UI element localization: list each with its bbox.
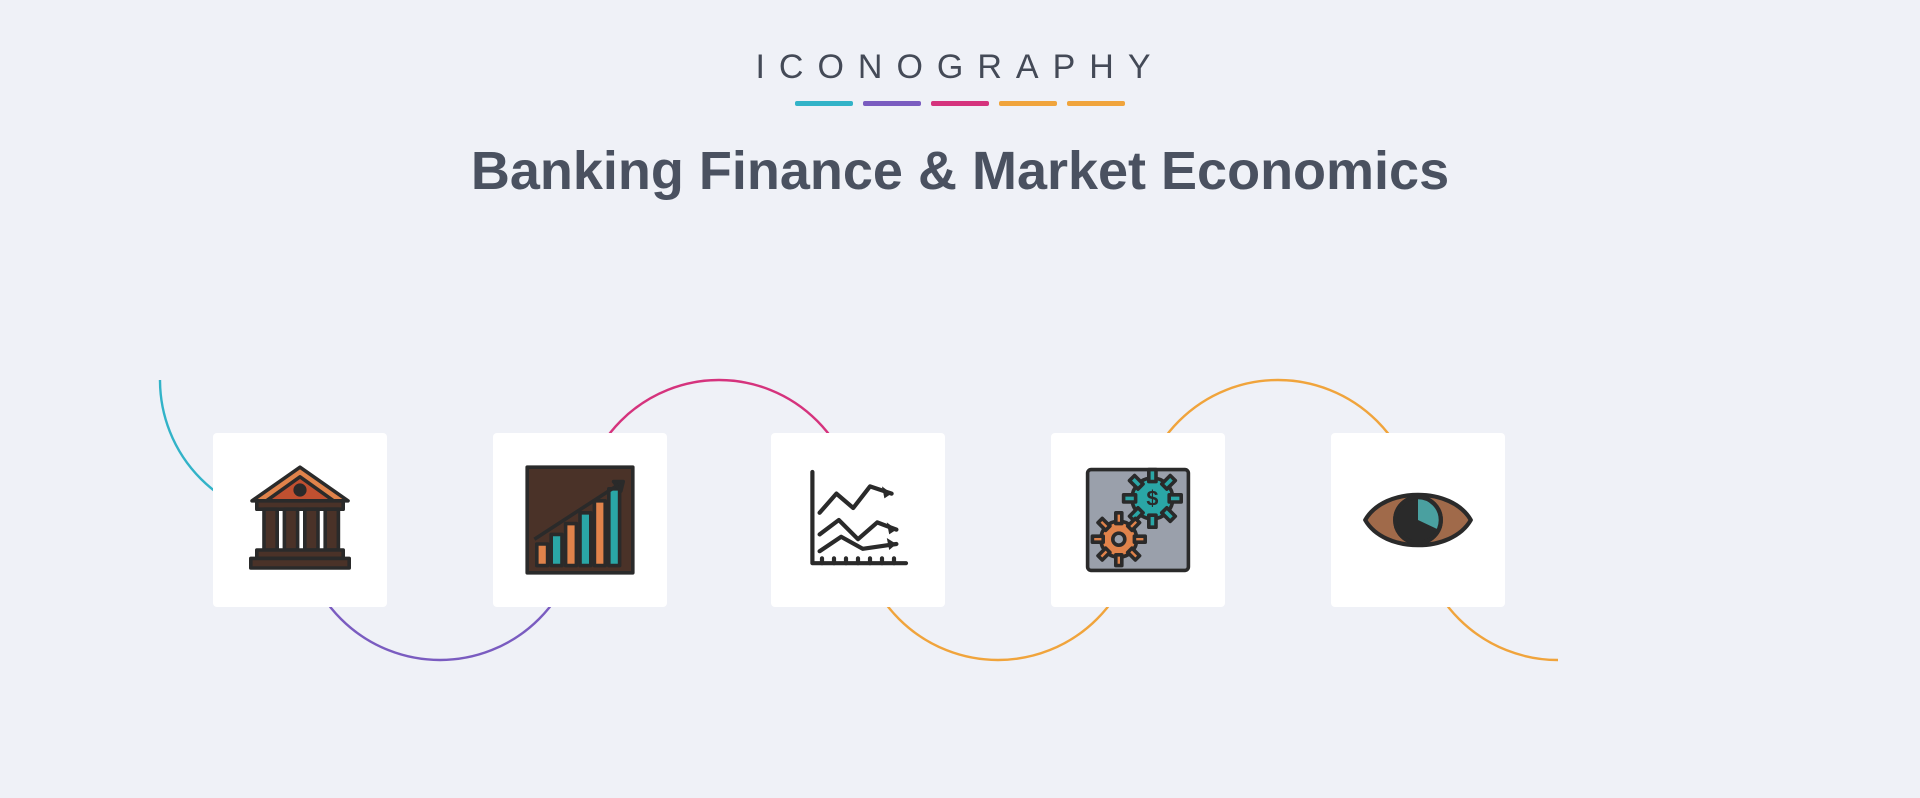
icon-card-trend (771, 433, 945, 607)
icon-stage: $ (0, 300, 1920, 760)
icon-card-eye (1331, 433, 1505, 607)
bar-chart-icon (520, 460, 640, 580)
money-gears-icon: $ (1078, 460, 1198, 580)
page-title: Banking Finance & Market Economics (0, 140, 1920, 202)
svg-text:$: $ (1146, 486, 1158, 511)
underline-seg (1067, 101, 1125, 106)
eye-icon (1358, 460, 1478, 580)
header: ICONOGRAPHY Banking Finance & Market Eco… (0, 0, 1920, 202)
icon-card-bank (213, 433, 387, 607)
brand-label: ICONOGRAPHY (0, 48, 1920, 87)
underline-seg (999, 101, 1057, 106)
icon-card-bar-chart (493, 433, 667, 607)
underline-seg (931, 101, 989, 106)
underline-seg (795, 101, 853, 106)
brand-underline (0, 101, 1920, 106)
bank-icon (240, 460, 360, 580)
trend-chart-icon (798, 460, 918, 580)
icon-card-money-gears: $ (1051, 433, 1225, 607)
underline-seg (863, 101, 921, 106)
